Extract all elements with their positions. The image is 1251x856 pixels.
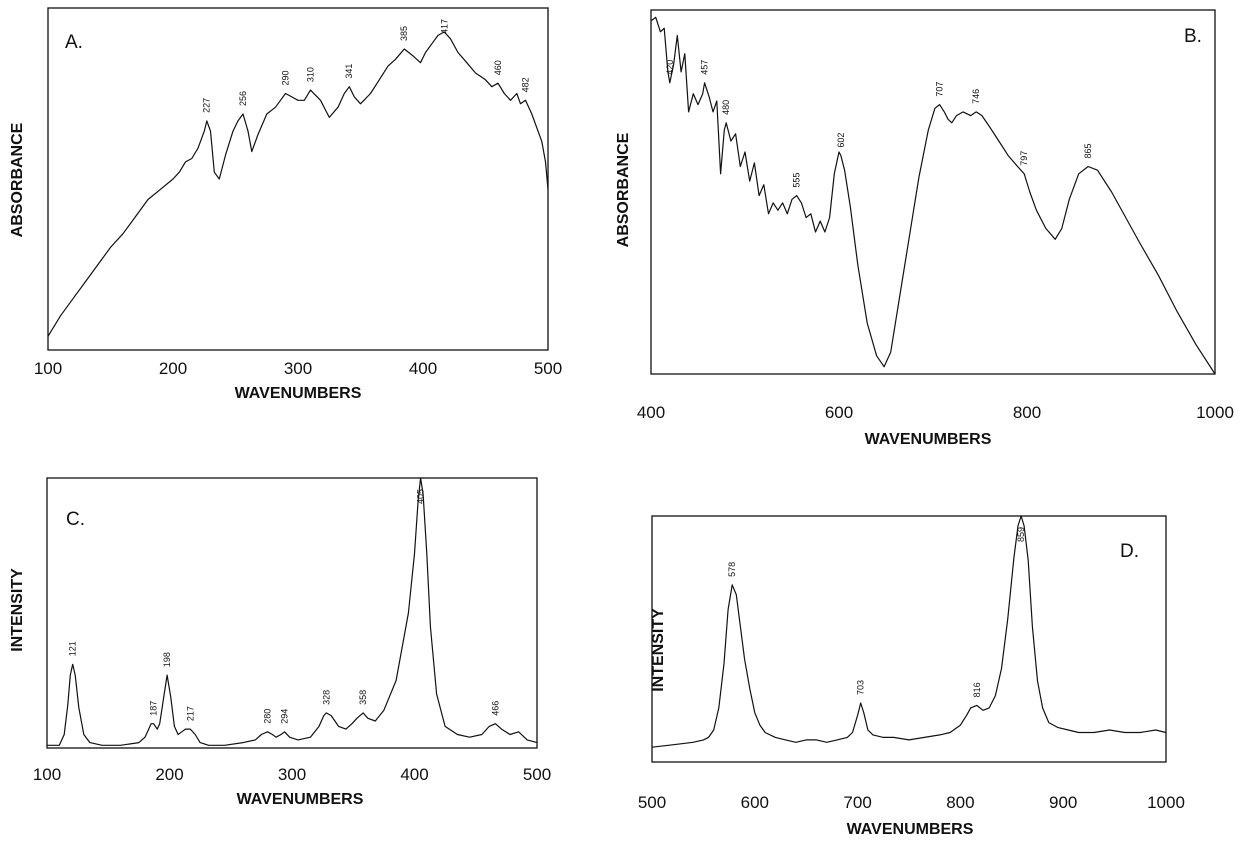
panel-b-spectrum-line	[650, 16, 1216, 375]
panel-c-x-tick-label: 400	[400, 765, 428, 784]
panel-a-label: A.	[65, 32, 83, 53]
panel-c-x-tick-label: 200	[155, 765, 183, 784]
panel-d-x-tick-label: 600	[741, 793, 769, 812]
panel-a-x-axis-title: WAVENUMBERS	[235, 385, 362, 402]
panel-a-peak-label: 460	[493, 60, 503, 75]
panel-b-x-tick-label: 600	[825, 403, 853, 422]
panel-d-peak-label: 578	[727, 562, 737, 577]
panel-c-peak-label: 328	[321, 690, 331, 705]
panel-c-peak-label: 217	[185, 706, 195, 721]
panel-a-spectrum-line	[47, 31, 549, 337]
panel-b-y-axis-title: ABSORBANCE	[615, 132, 632, 247]
panel-b-x-tick-label: 800	[1013, 403, 1041, 422]
panel-b-peak-label: 707	[935, 82, 945, 97]
panel-a-peak-label: 482	[521, 77, 531, 92]
panel-c-label: C.	[66, 509, 85, 530]
panel-a-x-tick-label: 100	[34, 359, 62, 378]
panel-b-peak-label: 865	[1083, 143, 1093, 158]
panel-a-peak-label: 290	[281, 70, 291, 85]
panel-a-peak-label: 310	[306, 67, 316, 82]
panel-b-peak-label: 602	[836, 133, 846, 148]
panel-b-label: B.	[1184, 26, 1202, 47]
panel-d-x-tick-label: 500	[638, 793, 666, 812]
panel-a-x-tick-label: 300	[284, 359, 312, 378]
panel-b-x-tick-label: 1000	[1196, 403, 1234, 422]
panel-a-peak-label: 227	[202, 98, 212, 113]
panel-d-x-tick-label: 700	[843, 793, 871, 812]
panel-a-x-tick-label: 400	[409, 359, 437, 378]
panel-d-spectrum-line	[651, 515, 1167, 748]
panel-b-peak-label: 797	[1019, 151, 1029, 166]
panel-b-peak-label: 480	[721, 100, 731, 115]
panel-c-peak-label: 405	[416, 489, 426, 504]
panel-a-peak-label: 417	[439, 19, 449, 34]
panel-b-x-axis-title: WAVENUMBERS	[865, 431, 992, 448]
panel-d-peak-label: 816	[972, 682, 982, 697]
panel-d-x-axis-title: WAVENUMBERS	[847, 821, 974, 838]
panel-c-peak-label: 294	[280, 709, 290, 724]
panel-a-x-tick-label: 500	[534, 359, 562, 378]
panel-d-y-axis-title: INTENSITY	[650, 608, 667, 692]
panel-c-peak-label: 198	[162, 652, 172, 667]
panel-c-peak-label: 187	[149, 701, 159, 716]
panel-b-peak-label: 555	[792, 173, 802, 188]
panel-b-peak-label: 457	[700, 60, 710, 75]
panel-c-peak-label: 280	[263, 709, 273, 724]
panel-d-x-tick-label: 800	[946, 793, 974, 812]
panel-b-frame	[650, 9, 1216, 375]
panel-d-label: D.	[1120, 541, 1139, 562]
panel-b-peak-label: 746	[971, 89, 981, 104]
panel-c-peak-label: 466	[490, 701, 500, 716]
panel-d-x-tick-label: 1000	[1147, 793, 1185, 812]
panel-a-frame	[47, 7, 549, 351]
panel-a-x-tick-label: 200	[159, 359, 187, 378]
panel-a-peak-label: 256	[238, 91, 248, 106]
panel-d-x-tick-label: 900	[1049, 793, 1077, 812]
panel-d-peak-label: 703	[856, 680, 866, 695]
panel-c-x-tick-label: 500	[523, 765, 551, 784]
panel-d-peak-label: 859	[1016, 527, 1026, 542]
panel-a-peak-label: 385	[399, 26, 409, 41]
panel-c-x-tick-label: 100	[33, 765, 61, 784]
panel-b-peak-label: 420	[665, 60, 675, 75]
panel-c-peak-label: 121	[68, 641, 78, 656]
panel-a-peak-label: 341	[344, 64, 354, 79]
panel-b-x-tick-label: 400	[637, 403, 665, 422]
panel-c-x-tick-label: 300	[278, 765, 306, 784]
panel-c-peak-label: 358	[358, 690, 368, 705]
panel-c-y-axis-title: INTENSITY	[9, 568, 26, 652]
panel-d-frame	[651, 515, 1167, 763]
panel-a-y-axis-title: ABSORBANCE	[9, 122, 26, 237]
panel-c-x-axis-title: WAVENUMBERS	[237, 791, 364, 808]
panel-c-frame	[46, 477, 538, 749]
panel-c-spectrum-line	[47, 477, 538, 746]
